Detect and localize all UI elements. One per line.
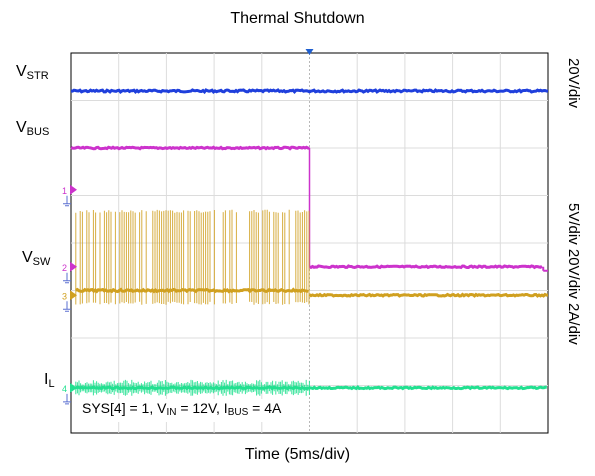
label-vsw: VSW (22, 249, 51, 269)
channel-marker-label: 2 (62, 263, 67, 273)
chart-title: Thermal Shutdown (230, 10, 365, 27)
channel-marker-arrow (70, 261, 77, 272)
series-vsw-trace-on (75, 287, 309, 294)
series-vsw-trace-off (308, 292, 549, 298)
scale-label-top: 20V/div (565, 58, 582, 109)
series-vstr-trace (70, 88, 549, 95)
test-conditions-annotation: SYS[4] = 1, VIN = 12V, IBUS = 4A (80, 399, 284, 422)
channel-marker-arrow (70, 184, 77, 195)
trigger-marker (305, 49, 314, 55)
series-vbus-trace-on (70, 145, 310, 151)
scale-label-mid: 5V/div 20V/div 2A/div (565, 203, 582, 345)
channel-marker-label: 4 (62, 384, 67, 394)
label-il: IL (44, 371, 55, 391)
channel-marker-arrow (70, 382, 77, 393)
label-vbus: VBUS (16, 119, 50, 139)
channel-marker-label: 3 (62, 291, 67, 301)
series-vsw-switching (75, 209, 310, 305)
label-vstr: VSTR (16, 63, 49, 83)
channel-marker-arrow (70, 290, 77, 301)
series-il-trace (75, 385, 547, 391)
series-vbus-trace-off (309, 264, 543, 270)
x-axis-label: Time (5ms/div) (244, 446, 351, 463)
channel-marker-label: 1 (62, 186, 67, 196)
